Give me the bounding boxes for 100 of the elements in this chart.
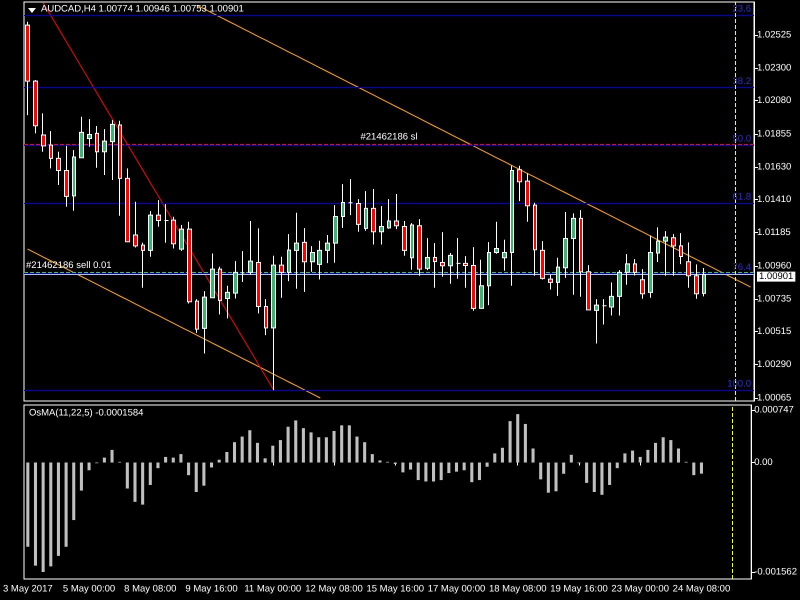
annotation: 50.0 — [732, 134, 751, 145]
bar — [88, 462, 91, 470]
candlestick — [656, 226, 660, 263]
bar — [493, 453, 496, 463]
bar — [317, 437, 320, 463]
bar — [34, 462, 38, 566]
candlestick — [548, 274, 553, 290]
candlestick — [110, 120, 115, 181]
y-tick-label: 1.01410 — [757, 194, 792, 206]
bar — [669, 440, 672, 463]
bar — [256, 442, 260, 463]
candlestick — [187, 221, 192, 304]
x-tick-label: 17 May 00:00 — [428, 584, 486, 594]
candlestick — [233, 260, 238, 299]
bar — [631, 450, 634, 463]
annotation: 38.2 — [732, 76, 751, 87]
candlestick — [410, 222, 414, 270]
candlestick — [671, 234, 676, 276]
bar — [546, 462, 550, 493]
bar — [56, 462, 60, 556]
bar — [424, 462, 428, 482]
bar — [102, 458, 106, 463]
y-tick-label: 0.00 — [754, 457, 773, 468]
bar — [447, 462, 450, 474]
bar — [554, 462, 558, 492]
candlestick — [210, 252, 215, 298]
bar — [692, 462, 696, 476]
chart-title: OsMA(11,22,5) -0.0001584 — [29, 408, 144, 418]
x-tick-label: 3 May 2017 — [3, 584, 53, 594]
bar — [409, 462, 412, 470]
candlestick — [440, 232, 445, 278]
candlestick — [148, 210, 153, 258]
candlestick — [294, 212, 299, 290]
bar — [440, 462, 443, 480]
candlestick — [302, 228, 307, 292]
candlestick — [279, 256, 284, 298]
bar — [478, 462, 481, 480]
bar — [148, 462, 152, 485]
bar — [80, 462, 83, 491]
bar — [271, 446, 274, 463]
bar — [218, 460, 221, 463]
bar — [355, 436, 359, 463]
x-tick-label: 11 May 00:00 — [244, 584, 302, 594]
y-tick-label: 1.00960 — [757, 260, 792, 272]
candlestick — [487, 242, 491, 306]
y-tick-label: 1.02080 — [757, 95, 792, 106]
bar — [562, 462, 566, 474]
bar — [26, 462, 30, 547]
bar — [64, 462, 68, 547]
candlestick — [218, 266, 222, 315]
bar — [302, 428, 305, 463]
candlestick — [141, 242, 145, 288]
bar — [416, 462, 420, 480]
bar — [225, 452, 228, 463]
candlestick — [471, 246, 476, 312]
candlestick — [425, 238, 430, 271]
bar — [654, 442, 658, 463]
bar — [662, 437, 665, 463]
x-tick-label: 8 May 08:00 — [124, 584, 176, 594]
candlestick — [579, 210, 583, 298]
candlestick — [686, 242, 691, 288]
bar — [616, 462, 619, 468]
candlestick — [256, 228, 261, 314]
candlestick — [241, 250, 245, 282]
bar — [294, 420, 298, 463]
bar — [164, 456, 168, 463]
candlestick — [379, 206, 384, 245]
ref-line-label: #21462186 sl — [360, 132, 418, 143]
candlestick — [33, 80, 38, 134]
candlestick — [571, 212, 576, 296]
candlestick — [525, 172, 530, 222]
candlestick — [510, 165, 514, 286]
candlestick — [248, 220, 253, 275]
bar — [348, 425, 351, 463]
x-tick-label: 19 May 16:00 — [550, 584, 608, 594]
candlestick — [517, 165, 522, 202]
bar — [608, 462, 612, 485]
candlestick — [563, 212, 568, 278]
bar — [524, 424, 527, 463]
y-tick-label: -0.001562 — [754, 566, 798, 578]
bar — [126, 462, 129, 488]
bar — [486, 462, 489, 467]
bar — [570, 454, 573, 463]
candlestick — [617, 270, 622, 316]
bar — [49, 462, 52, 566]
candlestick — [602, 298, 607, 325]
x-tick-label: 15 May 16:00 — [366, 584, 424, 594]
bar — [156, 462, 160, 468]
y-tick-label: 0.000747 — [754, 404, 794, 416]
candlestick — [556, 257, 560, 296]
bar — [324, 437, 328, 463]
bar — [401, 462, 404, 472]
bar — [310, 432, 313, 463]
line-series — [27, 248, 320, 398]
candlestick — [56, 151, 61, 186]
x-tick-label: 23 May 00:00 — [611, 584, 670, 594]
bar — [378, 460, 382, 463]
candlestick — [456, 238, 461, 280]
candlestick — [625, 254, 630, 286]
bar — [133, 462, 137, 502]
